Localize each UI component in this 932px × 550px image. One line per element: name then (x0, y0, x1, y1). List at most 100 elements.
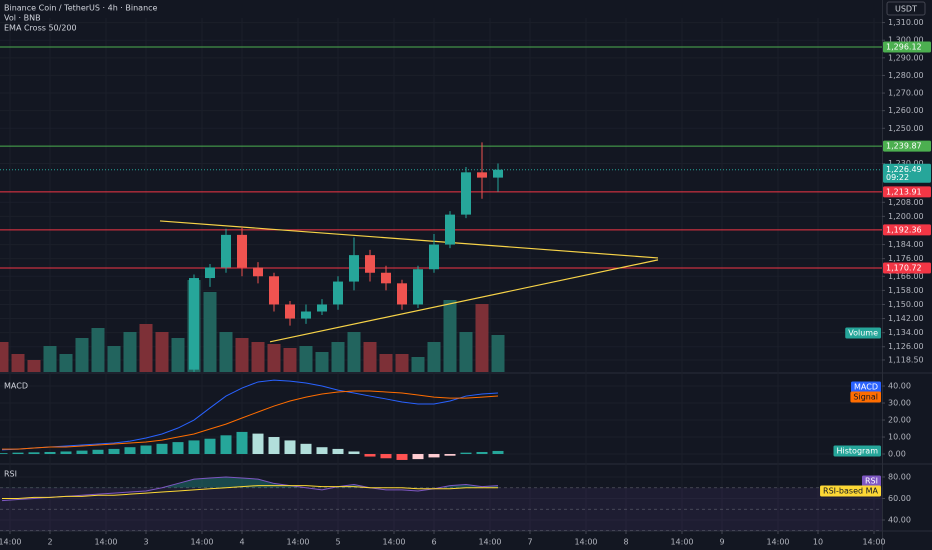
volume-bar (347, 332, 361, 372)
currency-label[interactable]: USDT (895, 5, 917, 14)
x-tick-label: 10 (813, 538, 823, 547)
y-tick-label: 60.00 (888, 494, 911, 503)
volume-bar (363, 342, 377, 372)
x-tick-label: 5 (335, 538, 340, 547)
histogram-bar (460, 452, 472, 455)
volume-bar (59, 354, 73, 372)
symbol-title: Binance Coin / TetherUS · 4h · Binance (4, 4, 158, 13)
y-tick-label: 1,250.00 (888, 124, 924, 133)
candle-body (269, 276, 279, 305)
y-tick-label: 80.00 (888, 472, 911, 481)
volume-bar (283, 348, 297, 372)
x-tick-label: 14:00 (574, 538, 597, 547)
bar-countdown: 09:22 (886, 173, 909, 182)
volume-legend-bg (845, 327, 881, 339)
pane-title: MACD (4, 382, 28, 391)
volume-legend: Volume (848, 329, 878, 338)
candle-body (317, 304, 327, 312)
level-label: 1,296.12 (886, 43, 922, 52)
volume-bar (203, 292, 217, 372)
legend-badge-bg (833, 445, 881, 457)
volume-bar (235, 338, 249, 372)
histogram-bar (284, 440, 296, 455)
level-label-bg (883, 41, 931, 53)
candle-body (349, 255, 359, 282)
y-tick-label: 0.00 (888, 450, 906, 459)
volume-bar (395, 354, 409, 372)
histogram-bar (236, 431, 248, 455)
volume-bar (27, 360, 41, 372)
legend-badge: RSI (865, 477, 878, 486)
overbought-fill (162, 476, 498, 488)
histogram-bar (316, 447, 328, 455)
volume-bar (299, 346, 313, 372)
volume-bar (75, 338, 89, 372)
volume-bar (91, 328, 105, 372)
histogram-bar (364, 454, 376, 457)
histogram-bar (444, 454, 456, 456)
volume-bar (43, 346, 57, 372)
histogram-bar (92, 449, 104, 455)
histogram-bar (108, 448, 120, 455)
x-tick-label: 3 (143, 538, 148, 547)
y-tick-label: 1,310.00 (888, 18, 924, 27)
legend-badge-bg (850, 391, 881, 403)
y-tick-label: 1,142.00 (888, 314, 924, 323)
histogram-bar (348, 451, 360, 455)
y-tick-label: 1,280.00 (888, 71, 924, 80)
histogram-bar (396, 454, 408, 460)
candle-body (237, 234, 247, 268)
currency-button[interactable] (886, 1, 926, 16)
y-tick-label: 1,200.00 (888, 212, 924, 221)
volume-bar (427, 342, 441, 372)
histogram-bar (44, 451, 56, 455)
y-tick-label: 1,126.00 (888, 342, 924, 351)
histogram-bar (220, 435, 232, 455)
y-tick-label: 1,134.00 (888, 328, 924, 337)
histogram-bar (492, 450, 504, 455)
volume-bar (331, 342, 345, 372)
candle-body (365, 255, 375, 273)
histogram-bar (204, 438, 216, 455)
last-price-badge (883, 163, 931, 183)
volume-bar (155, 332, 169, 372)
histogram-bar (300, 443, 312, 455)
level-label-bg (883, 262, 931, 274)
trendline (269, 259, 659, 343)
x-tick-label: 8 (623, 538, 628, 547)
candle-body (333, 281, 343, 305)
y-tick-label: 10.00 (888, 433, 911, 442)
volume-bar (123, 332, 137, 372)
x-tick-label: 14:00 (862, 538, 885, 547)
histogram-bar (188, 440, 200, 455)
indicator-line (1, 476, 499, 502)
x-tick-label: 7 (527, 538, 532, 547)
x-tick-label: 14:00 (766, 538, 789, 547)
level-label: 1,170.72 (886, 263, 922, 272)
y-tick-label: 1,150.00 (888, 300, 924, 309)
volume-bar (443, 300, 457, 372)
y-tick-label: 1,176.00 (888, 254, 924, 263)
level-label: 1,213.91 (886, 187, 922, 196)
volume-bar (251, 342, 265, 372)
volume-bar (475, 304, 489, 372)
x-tick-label: 14:00 (382, 538, 405, 547)
y-tick-label: 1,290.00 (888, 53, 924, 62)
rsi-pane (0, 476, 882, 531)
x-tick-label: 14:00 (94, 538, 117, 547)
y-tick-label: 40.00 (888, 382, 911, 391)
legend-badge-bg (851, 381, 881, 393)
x-tick-label: 14:00 (190, 538, 213, 547)
x-tick-label: 14:00 (670, 538, 693, 547)
volume-bar (411, 357, 425, 372)
level-label: 1,239.87 (886, 142, 922, 151)
level-label-bg (883, 140, 931, 152)
y-tick-label: 1,184.00 (888, 240, 924, 249)
x-tick-label: 6 (431, 538, 436, 547)
histogram-bar (252, 433, 264, 455)
last-price-label: 1,226.49 (886, 165, 922, 174)
candle-body (413, 269, 423, 305)
volume-bar (315, 352, 329, 372)
candle-body (461, 172, 471, 215)
